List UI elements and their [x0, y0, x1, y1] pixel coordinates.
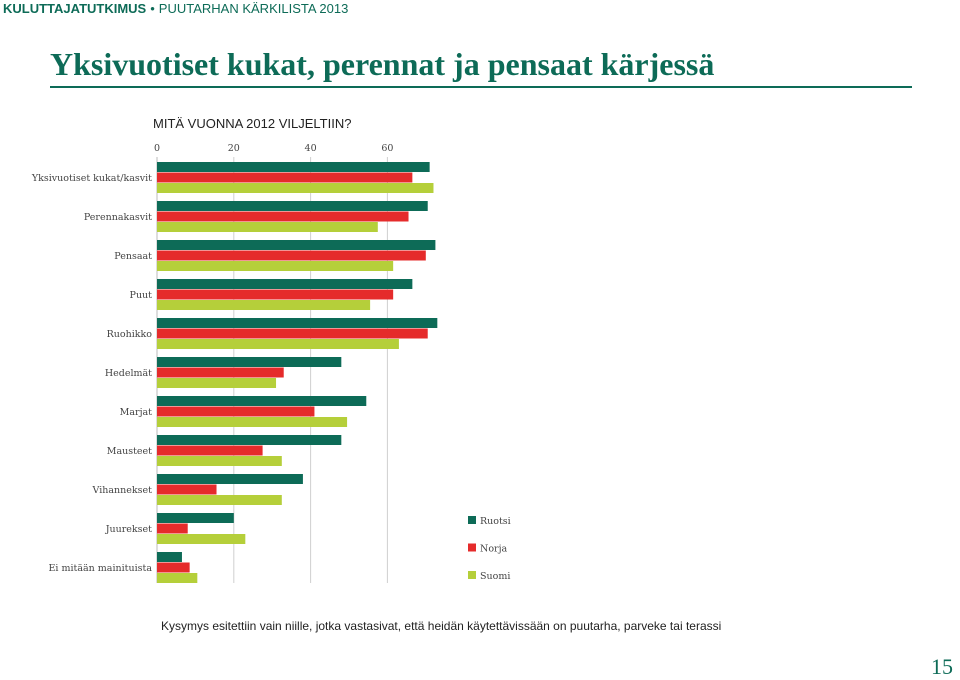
- category-label: Yksivuotiset kukat/kasvit: [31, 173, 152, 184]
- legend-label: Ruotsi: [480, 516, 511, 527]
- bar-norja: [157, 172, 413, 183]
- category-label: Mausteet: [107, 446, 152, 457]
- bar-suomi: [157, 417, 348, 427]
- report-header: KULUTTAJATUTKIMUS • PUUTARHAN KÄRKILISTA 2…: [3, 1, 348, 16]
- category-label: Ei mitään mainituista: [48, 563, 152, 574]
- chart-title: MITÄ VUONNA 2012 VILJELTIIN?: [153, 116, 352, 131]
- bar-suomi: [157, 534, 246, 544]
- category-label: Pensaat: [114, 251, 152, 262]
- bar-suomi: [157, 183, 434, 193]
- bar-norja: [157, 289, 394, 300]
- category-label: Juurekset: [105, 524, 152, 535]
- legend-swatch-norja: [468, 543, 476, 552]
- bar-norja: [157, 250, 426, 261]
- legend-swatch-ruotsi: [468, 516, 476, 524]
- x-tick-label: 0: [154, 143, 160, 154]
- bar-ruotsi: [157, 240, 436, 250]
- bar-ruotsi: [157, 396, 367, 406]
- bar-suomi: [157, 456, 282, 466]
- bar-suomi: [157, 261, 394, 271]
- category-label: Hedelmät: [105, 368, 152, 379]
- category-label: Perennakasvit: [84, 212, 152, 223]
- x-tick-label: 40: [305, 143, 317, 154]
- bar-ruotsi: [157, 201, 428, 211]
- bar-norja: [157, 562, 190, 573]
- bar-suomi: [157, 495, 282, 505]
- bar-suomi: [157, 339, 399, 349]
- title-divider: [50, 86, 912, 88]
- legend-label: Norja: [480, 544, 508, 555]
- x-tick-label: 20: [228, 143, 240, 154]
- bar-norja: [157, 445, 263, 456]
- bar-suomi: [157, 378, 277, 388]
- bar-suomi: [157, 573, 198, 583]
- bar-ruotsi: [157, 357, 342, 367]
- category-label: Marjat: [120, 407, 153, 418]
- header-separator: •: [150, 1, 155, 16]
- bar-ruotsi: [157, 513, 234, 523]
- bar-ruotsi: [157, 279, 413, 289]
- bar-suomi: [157, 222, 378, 232]
- bar-norja: [157, 484, 217, 495]
- legend-swatch-suomi: [468, 571, 476, 579]
- footnote: Kysymys esitettiin vain niille, jotka va…: [161, 619, 722, 633]
- bar-chart: 0 20 40 60 Yksivuotiset kukat/kasvit Perennak…: [31, 143, 511, 583]
- bar-ruotsi: [157, 552, 182, 562]
- bar-ruotsi: [157, 435, 342, 445]
- bar-norja: [157, 328, 428, 339]
- bar-ruotsi: [157, 318, 438, 328]
- bar-ruotsi: [157, 162, 430, 172]
- page-title: Yksivuotiset kukat, perennat ja pensaat …: [50, 46, 715, 82]
- bar-norja: [157, 406, 315, 417]
- header-brand: KULUTTAJATUTKIMUS: [3, 1, 147, 16]
- page-number: 15: [931, 654, 953, 679]
- bar-suomi: [157, 300, 371, 310]
- bar-ruotsi: [157, 474, 303, 484]
- header-report-name: PUUTARHAN KÄRKILISTA 2013: [158, 1, 349, 16]
- bar-norja: [157, 211, 409, 222]
- category-label: Puut: [130, 290, 153, 301]
- category-label: Ruohikko: [107, 329, 153, 340]
- x-tick-label: 60: [381, 143, 393, 154]
- bar-norja: [157, 523, 188, 534]
- category-label: Vihannekset: [92, 485, 153, 496]
- bar-norja: [157, 367, 284, 378]
- legend-label: Suomi: [480, 571, 510, 582]
